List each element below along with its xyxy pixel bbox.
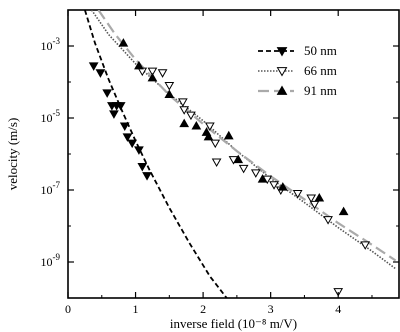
legend-label-66-nm: 66 nm (304, 63, 337, 78)
x-axis-label: inverse field (10⁻⁸ m/V) (170, 316, 297, 331)
data-point-91-nm (338, 206, 349, 216)
data-point-66-nm (250, 169, 261, 178)
fit-curves (84, 10, 397, 298)
data-point-50-nm (95, 69, 106, 78)
x-tick-label: 3 (268, 302, 274, 316)
data-point-66-nm (186, 111, 196, 121)
data-point-91-nm (191, 120, 202, 130)
data-point-91-nm (134, 60, 144, 70)
data-point-66-nm (360, 241, 371, 250)
x-tick-label: 0 (65, 302, 71, 316)
data-point-91-nm (277, 182, 288, 191)
data-point-66-nm (211, 158, 222, 167)
data-point-66-nm (306, 194, 317, 203)
fit-line-50-nm (84, 10, 228, 298)
y-tick-label: 10-3 (41, 36, 61, 53)
data-point-66-nm (204, 122, 215, 131)
data-point-66-nm (179, 106, 190, 115)
data-point-50-nm (102, 89, 113, 98)
data-point-66-nm (157, 69, 168, 78)
data-point-91-nm (233, 154, 244, 164)
legend-label-91-nm: 91 nm (304, 83, 337, 98)
data-point-91-nm (203, 131, 214, 141)
axis-ticks: 0 1 2 3 4 10-3 10-5 10-7 10-9 (41, 9, 399, 316)
x-tick-label: 1 (133, 302, 139, 316)
data-point-91-nm (179, 118, 190, 128)
plot-frame (67, 9, 400, 299)
data-point-91-nm (118, 38, 129, 47)
data-point-91-nm (147, 72, 158, 82)
data-point-66-nm (238, 164, 249, 174)
y-tick-label: 10-9 (41, 252, 61, 269)
data-point-50-nm (115, 102, 126, 111)
legend-marker-50-nm (276, 47, 288, 57)
data-point-66-nm (269, 181, 279, 190)
data-point-50-nm (142, 172, 152, 181)
y-tick-label: 10-5 (41, 108, 61, 125)
data-point-66-nm (323, 216, 333, 225)
data-point-91-nm (257, 174, 268, 183)
data-markers (88, 38, 371, 297)
legend-marker-66-nm (276, 67, 288, 77)
data-point-66-nm (292, 189, 303, 199)
y-axis-label: velocity (m/s) (5, 118, 20, 191)
data-point-66-nm (210, 139, 221, 149)
data-point-50-nm (119, 122, 130, 131)
plot-area-border (67, 9, 400, 299)
data-point-91-nm (164, 89, 175, 98)
legend-marker-91-nm (276, 85, 288, 95)
x-tick-label: 2 (200, 302, 206, 316)
data-point-50-nm (137, 162, 148, 172)
y-tick-label: 10-7 (41, 180, 61, 197)
legend-label-50-nm: 50 nm (304, 43, 337, 58)
fit-line-91-nm (97, 10, 397, 262)
data-point-66-nm (177, 98, 188, 107)
data-point-91-nm (223, 130, 234, 140)
data-point-91-nm (314, 192, 325, 202)
x-tick-label: 4 (335, 302, 341, 316)
data-point-66-nm (147, 67, 158, 77)
data-point-50-nm (109, 110, 119, 119)
legend: 50 nm 66 nm 91 nm (258, 43, 337, 98)
data-point-50-nm (122, 133, 133, 142)
data-point-66-nm (164, 81, 175, 91)
data-point-50-nm (88, 62, 99, 71)
data-point-50-nm (127, 139, 138, 149)
data-point-50-nm (134, 146, 144, 155)
